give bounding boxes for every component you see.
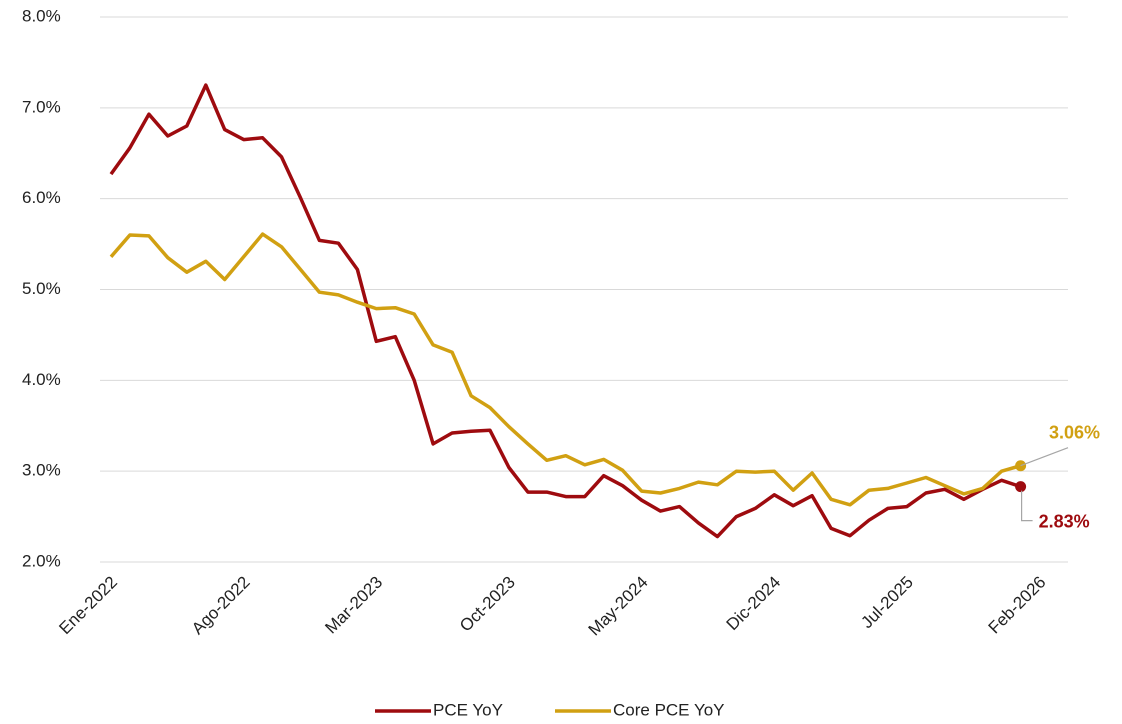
y-tick-label: 6.0%	[22, 188, 61, 207]
legend-label: Core PCE YoY	[613, 700, 725, 719]
x-tick-label: Dic-2024	[723, 573, 785, 635]
y-tick-label: 3.0%	[22, 461, 61, 480]
series-line	[109, 232, 1022, 507]
x-tick-label: Ago-2022	[188, 573, 254, 639]
x-tick-label: Jul-2025	[857, 573, 917, 633]
y-tick-label: 7.0%	[22, 97, 61, 116]
legend-label: PCE YoY	[433, 700, 503, 719]
y-tick-label: 5.0%	[22, 279, 61, 298]
x-tick-label: Ene-2022	[55, 573, 121, 639]
y-tick-label: 8.0%	[22, 6, 61, 25]
x-tick-label: Oct-2023	[456, 573, 519, 636]
leader-line	[1020, 447, 1069, 467]
y-tick-label: 4.0%	[22, 370, 61, 389]
data-label: 3.06%	[1049, 422, 1100, 442]
x-tick-label: May-2024	[585, 573, 652, 640]
leader-line	[1020, 490, 1033, 522]
data-label: 2.83%	[1039, 511, 1090, 531]
series-line	[109, 83, 1022, 539]
y-tick-label: 2.0%	[22, 551, 61, 570]
x-tick-label: Mar-2023	[321, 573, 386, 638]
end-dot	[1015, 481, 1027, 493]
x-tick-label: Feb-2026	[985, 573, 1050, 638]
